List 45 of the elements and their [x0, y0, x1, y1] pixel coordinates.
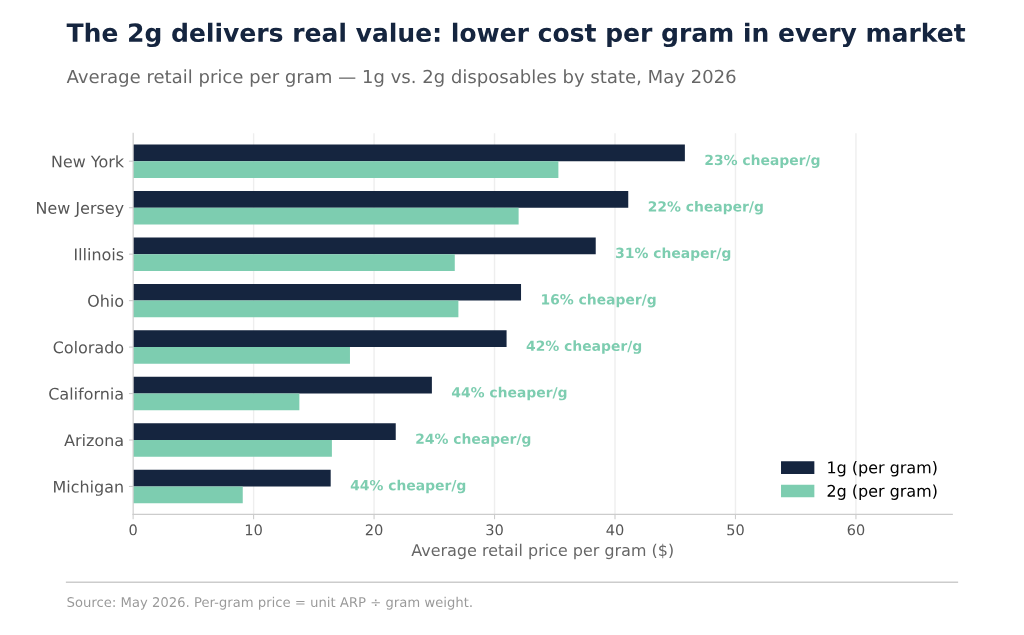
annotation: 42% cheaper/g	[526, 340, 642, 354]
y-tick-label: New York	[52, 155, 125, 168]
x-tick-label: 30	[486, 524, 503, 536]
y-tick-label: Colorado	[53, 341, 124, 354]
annotation: 31% cheaper/g	[616, 247, 731, 261]
x-tick-label: 60	[847, 524, 865, 536]
bar	[133, 423, 396, 441]
chart-title: The 2g delivers real value: lower cost per gram in every market	[66, 22, 966, 48]
y-tick-label: Arizona	[64, 433, 123, 447]
y-tick-label: Michigan	[54, 480, 123, 496]
bar	[133, 283, 522, 301]
annotation: 23% cheaper/g	[705, 154, 820, 168]
x-axis-title: Average retail price per gram ($)	[411, 543, 673, 560]
annotation: 44% cheaper/g	[350, 479, 466, 494]
y-tick-label: Ohio	[88, 294, 124, 307]
bar	[133, 393, 300, 411]
y-tick-label: Illinois	[74, 248, 124, 261]
legend-label: 1g (per gram)	[828, 461, 937, 477]
bar	[133, 469, 331, 487]
bar	[133, 330, 507, 348]
x-tick-label: 50	[727, 524, 744, 536]
source-note: Source: May 2026. Per-gram price = unit ARP ÷ gram weight.	[67, 596, 472, 610]
annotation: 22% cheaper/g	[648, 200, 763, 215]
x-tick-label: 20	[365, 524, 383, 536]
bar	[133, 440, 332, 457]
x-tick-label: 10	[245, 524, 262, 536]
annotation: 44% cheaper/g	[451, 386, 567, 401]
chart-subtitle: Average retail price per gram — 1g vs. 2g disposables by state, May 2026	[66, 69, 736, 87]
y-tick-label: California	[49, 387, 123, 400]
y-tick-label: New Jersey	[37, 202, 124, 218]
bar	[133, 376, 432, 394]
bar	[133, 347, 350, 364]
annotation: 24% cheaper/g	[416, 433, 531, 447]
bar	[133, 237, 596, 255]
bar	[133, 161, 559, 178]
legend-label: 2g (per gram)	[827, 484, 937, 500]
annotation: 16% cheaper/g	[542, 293, 656, 308]
bar	[133, 300, 459, 318]
bar	[133, 190, 629, 208]
x-tick-label: 0	[129, 524, 137, 536]
bar	[133, 486, 243, 504]
bar	[133, 207, 519, 225]
bar	[133, 144, 685, 162]
x-tick-label: 40	[606, 524, 624, 536]
bar	[133, 254, 455, 271]
